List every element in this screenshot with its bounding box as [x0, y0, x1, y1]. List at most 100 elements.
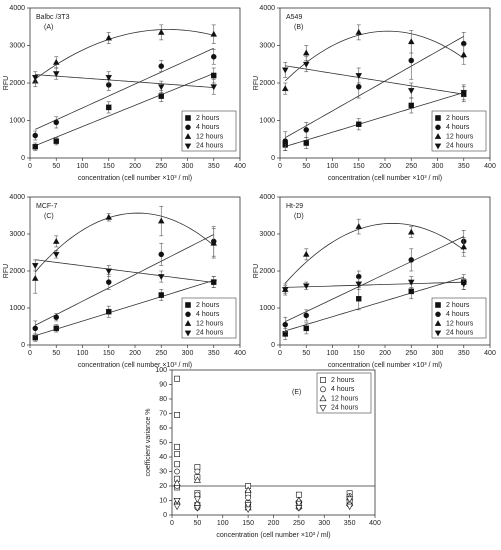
x-tick-label: 100 — [77, 350, 89, 357]
marker — [295, 500, 303, 508]
fit-line — [35, 234, 214, 326]
y-tick-label: 2000 — [9, 80, 25, 87]
legend-marker — [434, 330, 442, 337]
x-tick-label: 250 — [405, 163, 417, 170]
y-tick-label: 10 — [159, 497, 167, 504]
marker — [355, 281, 363, 288]
fit-line — [285, 92, 464, 147]
x-tick-label: 100 — [327, 163, 339, 170]
x-tick-label: 350 — [458, 163, 470, 170]
marker — [302, 49, 310, 56]
marker — [303, 312, 309, 319]
marker — [244, 486, 252, 493]
panel: 0 50 100 150 200 250 300 350 4000100020003000400… — [253, 5, 496, 182]
x-tick-label: 100 — [327, 350, 339, 357]
y-tick-label: 0 — [271, 342, 275, 349]
x-tick-label: 350 — [458, 350, 470, 357]
y-tick-label: 0 — [271, 155, 275, 162]
panel-label: (D) — [294, 213, 304, 220]
marker — [460, 90, 468, 96]
legend-marker — [184, 133, 192, 139]
marker — [105, 75, 113, 81]
x-tick-label: 200 — [268, 520, 280, 527]
legend-label: 2 hours — [446, 115, 470, 122]
marker — [106, 104, 112, 111]
marker — [52, 237, 60, 244]
y-tick-label: 3000 — [259, 42, 275, 49]
x-tick-label: 400 — [234, 350, 246, 357]
panel-label: (A) — [44, 24, 53, 31]
marker — [53, 138, 60, 144]
marker — [407, 38, 415, 45]
marker — [157, 28, 165, 35]
marker — [355, 223, 363, 229]
x-tick-label: 350 — [208, 163, 220, 170]
legend-label: 2 hours — [446, 302, 470, 309]
fit-line — [34, 212, 215, 273]
y-tick-label: 1000 — [9, 117, 25, 124]
marker — [460, 243, 468, 250]
fit-line — [284, 222, 464, 284]
y-tick-label: 80 — [159, 396, 167, 403]
marker — [193, 505, 201, 512]
x-tick-label: 300 — [432, 163, 444, 170]
x-tick-label: 150 — [103, 163, 115, 170]
y-tick-label: 1000 — [259, 117, 275, 124]
legend-marker — [184, 330, 192, 337]
legend-marker — [434, 133, 442, 139]
marker — [302, 283, 310, 290]
fit-line — [35, 259, 214, 283]
y-tick-label: 70 — [159, 410, 167, 417]
marker — [174, 468, 180, 475]
legend-label: 12 hours — [196, 320, 224, 327]
fit-line — [35, 74, 214, 88]
marker — [346, 496, 354, 503]
panel-title: Balbc /3T3 — [36, 14, 70, 21]
y-tick-label: 100 — [155, 367, 167, 374]
marker — [31, 75, 39, 81]
marker — [355, 84, 362, 90]
marker — [193, 476, 201, 483]
marker — [174, 443, 180, 450]
legend-marker — [185, 302, 191, 308]
y-axis-title: coefficient variance % — [145, 409, 152, 477]
legend-marker — [435, 124, 441, 131]
marker — [105, 34, 113, 41]
y-tick-label: 3000 — [259, 231, 275, 238]
marker — [157, 274, 165, 281]
marker — [158, 292, 164, 298]
y-tick-label: 2000 — [9, 268, 25, 275]
panel-label: (E) — [292, 389, 301, 396]
marker — [157, 84, 165, 91]
legend-label: 4 hours — [446, 311, 470, 318]
marker — [355, 121, 362, 128]
y-tick-label: 60 — [159, 425, 167, 432]
x-tick-label: 150 — [353, 350, 365, 357]
marker — [407, 228, 415, 235]
marker — [282, 321, 288, 328]
y-axis-title: RFU — [3, 264, 10, 278]
marker — [407, 88, 415, 95]
y-tick-label: 0 — [21, 155, 25, 162]
marker — [174, 451, 180, 457]
y-tick-label: 4000 — [259, 5, 275, 12]
marker — [52, 71, 60, 78]
panel: 0 50 100 150 200 250 300 350 4000100020003000400… — [3, 5, 246, 182]
marker — [245, 494, 252, 501]
y-tick-label: 30 — [159, 468, 167, 475]
x-tick-label: 350 — [208, 350, 220, 357]
legend-label: 4 hours — [196, 311, 220, 318]
x-axis-title: concentration (cell number ×10³ / ml) — [78, 175, 192, 182]
x-tick-label: 400 — [484, 350, 496, 357]
legend-label: 4 hours — [446, 124, 470, 131]
x-tick-label: 200 — [379, 163, 391, 170]
legend-label: 12 hours — [446, 133, 474, 140]
y-tick-label: 1000 — [9, 305, 25, 312]
x-tick-label: 400 — [234, 163, 246, 170]
y-tick-label: 4000 — [259, 194, 275, 201]
y-tick-label: 90 — [159, 381, 167, 388]
x-tick-label: 200 — [129, 350, 141, 357]
marker — [52, 58, 60, 65]
marker — [173, 503, 181, 511]
y-axis-title: RFU — [253, 264, 260, 278]
